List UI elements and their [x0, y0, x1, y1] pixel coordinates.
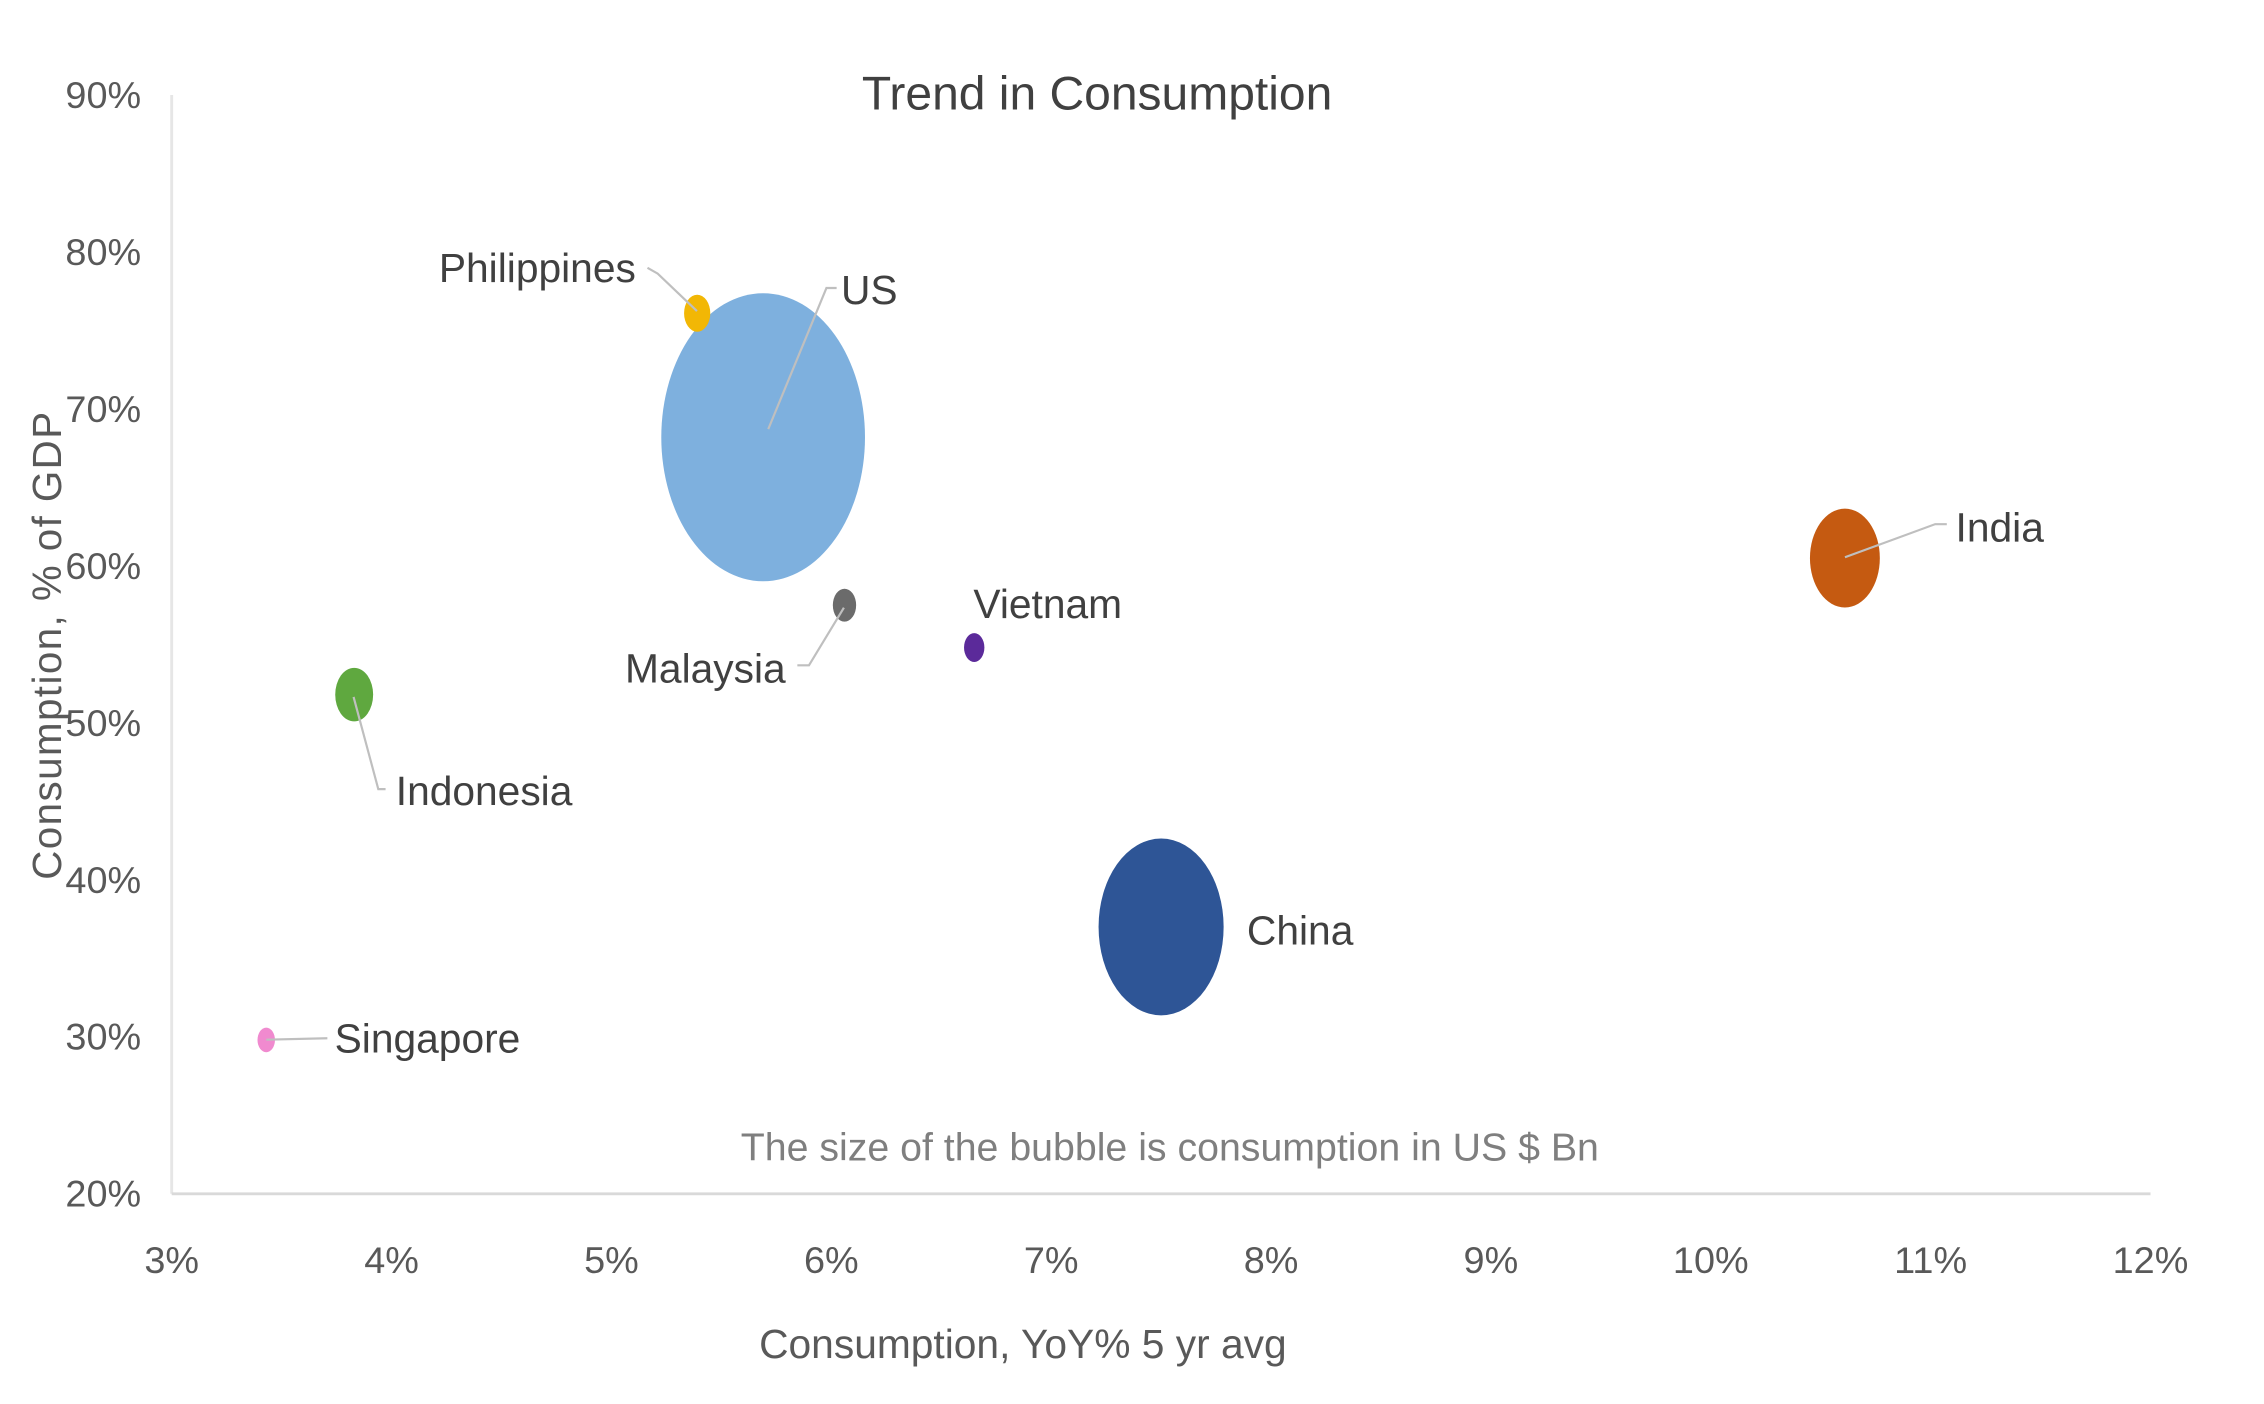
chart-title: Trend in Consumption	[862, 68, 1332, 121]
data-label-vietnam: Vietnam	[973, 581, 1122, 627]
y-tick-label: 90%	[65, 74, 141, 116]
leader-line	[797, 607, 845, 667]
x-tick-label: 8%	[1244, 1239, 1299, 1281]
data-label-philippines: Philippines	[439, 245, 636, 291]
x-axis-label: Consumption, YoY% 5 yr avg	[759, 1321, 1286, 1367]
x-tick-label: 11%	[1894, 1239, 1967, 1281]
leader-line	[767, 286, 837, 430]
x-tick-label: 3%	[144, 1239, 199, 1281]
x-tick-label: 7%	[1024, 1239, 1079, 1281]
y-tick-label: 40%	[65, 859, 141, 901]
bubble-us[interactable]	[661, 293, 865, 582]
y-tick-label: 70%	[65, 388, 141, 430]
x-tick-label: 12%	[2113, 1239, 2189, 1281]
y-tick-label: 80%	[65, 231, 141, 273]
leader-line	[1844, 523, 1947, 559]
x-tick-label: 10%	[1673, 1239, 1749, 1281]
x-tick-label: 6%	[804, 1239, 859, 1281]
data-label-us: US	[841, 267, 898, 313]
bubble-size-note: The size of the bubble is consumption in…	[741, 1127, 1599, 1170]
bubble-singapore[interactable]	[257, 1027, 275, 1053]
data-label-indonesia: Indonesia	[396, 768, 573, 814]
x-tick-label: 5%	[584, 1239, 639, 1281]
bubble-india[interactable]	[1809, 508, 1880, 608]
bubble-vietnam[interactable]	[964, 633, 985, 662]
bubble-philippines[interactable]	[684, 294, 711, 332]
x-tick-label: 9%	[1464, 1239, 1519, 1281]
leader-line	[646, 266, 698, 312]
x-tick-label: 4%	[364, 1239, 419, 1281]
leader-line	[266, 1037, 328, 1041]
y-axis-label: Consumption, % of GDP	[24, 410, 70, 879]
y-tick-label: 60%	[65, 545, 141, 587]
data-label-india: India	[1956, 505, 2045, 551]
y-tick-label: 50%	[65, 702, 141, 744]
data-label-singapore: Singapore	[335, 1016, 521, 1062]
leader-line	[352, 696, 386, 791]
data-label-malaysia: Malaysia	[625, 646, 786, 692]
bubble-malaysia[interactable]	[832, 588, 857, 622]
data-label-china: China	[1247, 908, 1354, 954]
bubble-indonesia[interactable]	[335, 667, 374, 722]
y-tick-label: 20%	[65, 1173, 141, 1215]
bubble-china[interactable]	[1098, 838, 1224, 1016]
y-tick-label: 30%	[65, 1016, 141, 1058]
